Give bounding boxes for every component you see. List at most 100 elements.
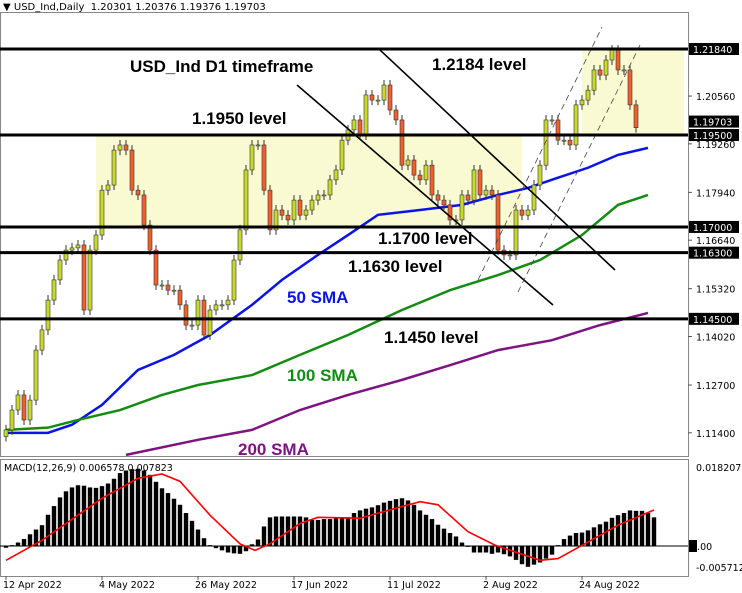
last-price-label-bg [689, 115, 739, 128]
sma100-line [5, 193, 649, 432]
x-tick-label: 17 Jun 2022 [291, 580, 348, 591]
candle [585, 89, 591, 101]
macd-bar [543, 546, 549, 559]
macd-bar [261, 526, 267, 546]
dropdown-triangle-icon[interactable]: ▼ [3, 2, 11, 13]
candle [315, 194, 321, 201]
macd-bar [489, 546, 495, 554]
candle [627, 69, 633, 106]
candle [417, 174, 423, 181]
candle [603, 59, 609, 76]
candle [51, 279, 57, 301]
level-price-label-bg [689, 43, 739, 55]
candle [303, 209, 309, 216]
candle [633, 104, 639, 128]
candle [483, 189, 489, 196]
trendline [379, 49, 616, 271]
macd-bar [21, 539, 27, 546]
macd-bar [291, 516, 297, 546]
macd-signal-line [5, 473, 655, 562]
macd-bar [51, 506, 57, 546]
macd-bar [105, 483, 111, 546]
candle [399, 119, 405, 166]
macd-bar [615, 515, 621, 546]
macd-bar [435, 524, 441, 546]
candle [369, 94, 375, 101]
macd-label: MACD(12,26,9) 0.006578 0.007823 [4, 463, 173, 474]
macd-bar [507, 546, 513, 557]
macd-bar [237, 546, 243, 554]
macd-bar [219, 546, 225, 551]
y-tick-label: 1.20560 [696, 92, 735, 103]
level-price-label: 1.17000 [693, 223, 732, 234]
candle [423, 164, 429, 181]
candle [189, 324, 195, 327]
candle [33, 349, 39, 401]
candle [525, 209, 531, 216]
macd-bar [141, 470, 147, 546]
candle [321, 194, 327, 197]
macd-bar [87, 487, 93, 546]
candle [327, 179, 333, 196]
candle [105, 184, 111, 191]
macd-bar [519, 546, 525, 565]
candle [261, 144, 267, 191]
macd-bar [573, 532, 579, 546]
candle [387, 84, 393, 111]
candle [39, 329, 45, 351]
macd-bar [81, 485, 87, 546]
macd-bar [627, 510, 633, 546]
macd-bar [177, 504, 183, 546]
candle [507, 254, 513, 257]
y-tick-label: 1.17940 [696, 188, 735, 199]
macd-bar [99, 486, 105, 546]
macd-bar [321, 519, 327, 546]
macd-bar [267, 517, 273, 546]
macd-bar [123, 470, 129, 546]
macd-zero-marker [689, 540, 697, 552]
candle [363, 94, 369, 136]
macd-bar [243, 546, 249, 552]
macd-bar [579, 532, 585, 546]
macd-bar [651, 517, 657, 546]
level-price-label-bg [689, 220, 739, 233]
highlight-zone [96, 135, 522, 227]
macd-bar [315, 519, 321, 546]
macd-bar [183, 513, 189, 546]
main-panel [0, 12, 689, 457]
macd-bar [39, 525, 45, 546]
ohlc-readout: 1.20301 1.20376 1.19376 1.19703 [90, 2, 266, 13]
macd-bar [201, 538, 207, 546]
candle [207, 309, 213, 336]
candle [99, 189, 105, 236]
level-1700-annotation: 1.1700 level [378, 229, 473, 248]
macd-bar [153, 481, 159, 546]
macd-bar [357, 510, 363, 546]
macd-bar [549, 546, 555, 555]
macd-bar [165, 493, 171, 546]
candle [333, 169, 339, 181]
candle [297, 199, 303, 216]
macd-bar [585, 530, 591, 546]
macd-bar [495, 546, 501, 553]
trendline [296, 84, 554, 306]
candle [111, 149, 117, 186]
macd-bar [453, 536, 459, 546]
macd-bar [483, 546, 489, 553]
macd-bar [111, 478, 117, 546]
x-tick-label: 4 May 2022 [99, 580, 155, 591]
macd-bar [561, 539, 567, 546]
macd-bar [399, 498, 405, 546]
candle [45, 299, 51, 331]
sma100-annotation: 100 SMA [287, 366, 358, 385]
candle [435, 194, 441, 201]
x-tick-label: 26 May 2022 [195, 580, 257, 591]
macd-bar [639, 510, 645, 546]
candle [291, 199, 297, 221]
macd-bar [363, 508, 369, 546]
level-2184-annotation: 1.2184 level [432, 55, 527, 74]
candle [579, 99, 585, 106]
candle [147, 224, 153, 251]
macd-bar [273, 516, 279, 546]
